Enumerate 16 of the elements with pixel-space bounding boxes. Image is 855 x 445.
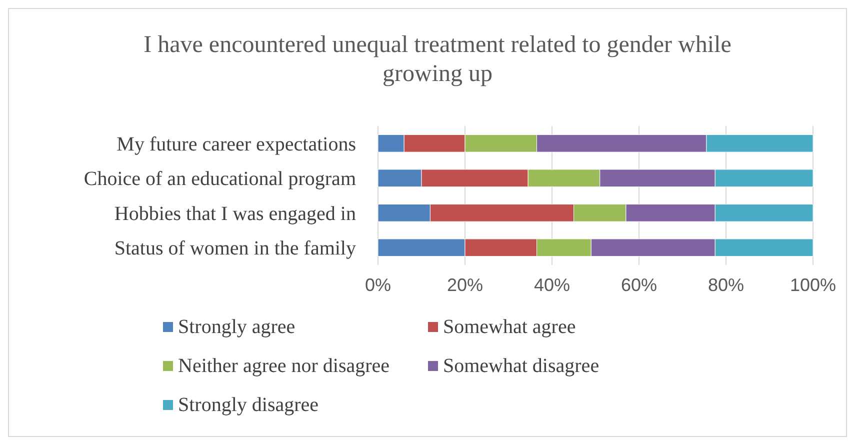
legend-label: Somewhat agree	[443, 316, 576, 338]
legend-label: Strongly agree	[178, 316, 296, 338]
x-tick-label: 80%	[708, 275, 744, 295]
legend-label: Somewhat disagree	[443, 355, 600, 377]
x-tick-label: 60%	[620, 275, 658, 295]
legend-label: Neither agree nor disagree	[178, 355, 390, 377]
y-tick-label: Hobbies that I was engaged in	[114, 202, 356, 225]
x-tick-label: 100%	[790, 275, 836, 295]
y-tick-label: My future career expectations	[116, 133, 356, 156]
chart-title: I have encountered unequal treatment related to gender while growing up	[144, 32, 732, 87]
x-tick-label: 40%	[534, 275, 570, 295]
y-tick-label: Choice of an educational program	[84, 168, 356, 190]
x-tick-label: 20%	[446, 275, 484, 295]
x-tick-label: 0%	[364, 275, 392, 295]
y-tick-label: Status of women in the family	[114, 238, 356, 260]
legend-label: Strongly disagree	[178, 394, 319, 416]
